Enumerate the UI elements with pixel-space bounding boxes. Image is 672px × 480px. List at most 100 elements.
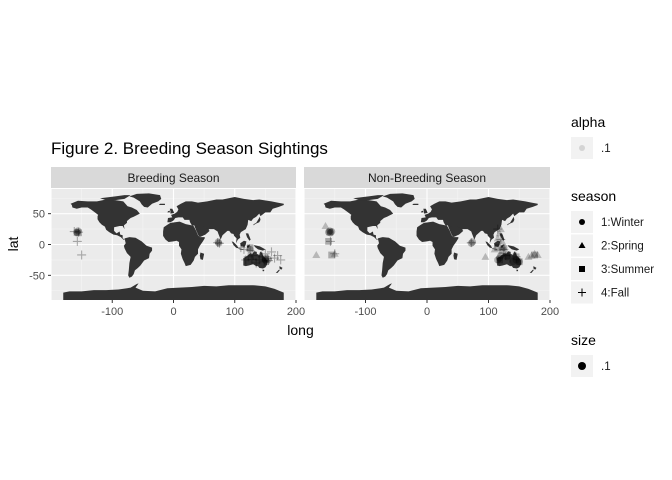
data-point-winter <box>467 239 475 247</box>
panel-1: Breeding Season -100 0 100 200 <box>50 167 305 318</box>
data-point-winter <box>497 252 505 260</box>
x-tick-label: -100 <box>354 306 376 318</box>
data-point-winter <box>326 227 334 235</box>
legend-title: size <box>571 332 596 348</box>
legend-label: .1 <box>601 143 611 155</box>
data-point-winter <box>326 229 335 237</box>
data-point-spring <box>498 237 507 245</box>
data-point-fall <box>273 251 283 261</box>
legend-title: alpha <box>571 114 605 130</box>
x-tick-label: 0 <box>424 306 430 318</box>
y-tick-label: 50 <box>33 209 45 221</box>
data-point-fall <box>259 257 269 267</box>
data-point-fall <box>501 251 511 261</box>
data-point-fall <box>245 246 255 256</box>
data-point-spring <box>524 252 533 260</box>
legend-title: season <box>571 188 616 204</box>
data-point-winter <box>74 227 82 235</box>
legend-symbol-circle <box>579 145 585 151</box>
x-tick-label: 100 <box>479 306 497 318</box>
data-point-summer <box>494 244 502 251</box>
data-point-fall <box>247 254 257 264</box>
data-point-fall <box>213 238 223 248</box>
data-point-spring <box>496 225 505 233</box>
data-point-fall <box>267 247 276 257</box>
data-point-fall <box>511 252 521 262</box>
data-point-summer <box>512 253 520 261</box>
data-point-fall <box>325 236 335 246</box>
data-point-fall <box>466 238 476 248</box>
data-point-spring <box>495 229 504 237</box>
x-tick-label: -100 <box>101 306 123 318</box>
data-point-summer <box>246 244 254 251</box>
legend-label: 4:Fall <box>601 288 629 300</box>
legend-season: season 1:Winter 2:Spring 3:Summer 4:Fall <box>571 188 654 304</box>
points <box>69 227 286 268</box>
data-point-winter <box>515 258 523 266</box>
data-point-fall <box>257 252 267 262</box>
facet-label: Non-Breeding Season <box>368 171 486 185</box>
data-point-fall <box>74 227 84 237</box>
data-point-fall <box>263 256 273 266</box>
data-point-fall <box>262 254 272 264</box>
legend-symbol-square <box>579 266 585 272</box>
data-point-winter <box>73 229 81 237</box>
data-point-fall <box>270 253 280 263</box>
legend-symbol-plus <box>578 288 586 297</box>
data-point-summer <box>496 256 503 264</box>
data-point-winter <box>264 255 273 263</box>
facet-strip <box>51 167 296 188</box>
data-point-winter <box>214 238 222 246</box>
data-point-spring <box>502 249 511 257</box>
data-point-winter <box>325 228 333 236</box>
data-point-fall <box>239 244 249 254</box>
x-axis-title: long <box>287 322 313 338</box>
data-point-fall <box>330 249 340 259</box>
data-point-summer <box>326 228 334 236</box>
data-point-fall <box>260 249 270 259</box>
data-point-winter <box>512 256 520 264</box>
data-point-summer <box>328 251 336 259</box>
data-point-winter <box>500 243 508 252</box>
legend-label: .1 <box>601 361 611 373</box>
x-tick-label: 200 <box>287 306 305 318</box>
data-point-fall <box>214 238 224 248</box>
data-point-fall <box>243 252 253 262</box>
x-tick-label: 100 <box>226 306 244 318</box>
data-point-winter <box>509 258 517 266</box>
data-point-fall <box>236 243 246 253</box>
data-point-spring <box>527 251 536 259</box>
y-tick-label: -50 <box>29 270 45 282</box>
chart-title: Figure 2. Breeding Season Sightings <box>51 139 328 158</box>
data-point-spring <box>312 250 321 258</box>
data-point-fall <box>496 235 506 245</box>
data-point-summer <box>531 251 539 259</box>
data-point-winter <box>328 227 336 236</box>
data-point-winter <box>261 256 269 264</box>
facet-label: Breeding Season <box>127 171 219 185</box>
x-tick-label: 0 <box>170 306 176 318</box>
data-point-fall <box>72 236 82 246</box>
legend-label: 2:Spring <box>601 241 644 253</box>
legend-symbol-circle <box>579 219 585 225</box>
data-point-winter <box>468 238 477 246</box>
data-point-spring <box>490 245 499 253</box>
legend-symbol-circle <box>578 362 586 370</box>
legend-symbol-triangle <box>578 242 586 248</box>
data-point-spring <box>499 243 508 251</box>
data-point-fall <box>276 255 286 265</box>
data-point-winter <box>503 253 511 261</box>
data-point-spring <box>481 252 490 260</box>
data-point-fall <box>241 255 251 265</box>
data-point-summer <box>261 254 269 262</box>
data-point-fall <box>251 258 261 268</box>
data-point-fall <box>505 253 515 263</box>
data-point-spring <box>493 234 502 242</box>
y-axis-title: lat <box>5 237 21 252</box>
data-point-summer <box>515 258 523 266</box>
data-point-spring <box>330 249 339 257</box>
data-point-fall <box>499 244 509 254</box>
data-point-winter <box>495 254 504 262</box>
legend-label: 3:Summer <box>601 264 654 276</box>
data-point-spring <box>321 222 330 229</box>
